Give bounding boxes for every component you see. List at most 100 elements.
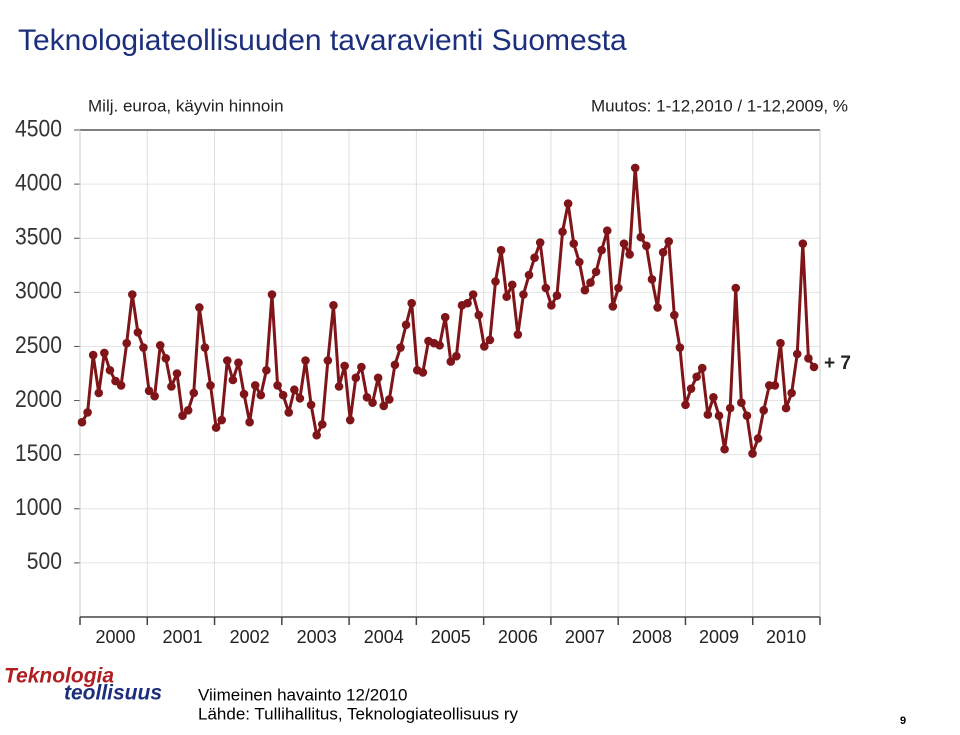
data-point	[535, 238, 545, 247]
data-point	[658, 247, 668, 257]
data-point	[770, 381, 780, 390]
x-tick-label: 2009	[699, 627, 739, 647]
x-tick-label: 2008	[632, 627, 672, 647]
data-point	[541, 283, 551, 293]
data-point	[513, 330, 523, 339]
y-tick-label: 3000	[15, 277, 62, 304]
data-point	[357, 362, 366, 372]
data-point	[709, 393, 718, 402]
chart-title: Teknologiateollisuuden tavaravienti Suom…	[18, 24, 627, 57]
data-point	[161, 354, 171, 363]
data-point	[211, 423, 221, 432]
data-point	[217, 415, 226, 425]
data-point	[362, 393, 372, 402]
data-point	[222, 356, 232, 365]
data-point	[725, 403, 735, 413]
data-point	[468, 290, 478, 299]
data-point	[446, 357, 456, 366]
data-point	[798, 239, 808, 248]
data-point	[681, 400, 690, 410]
data-point	[619, 239, 629, 248]
data-point	[195, 303, 204, 312]
y-tick-label: 1000	[15, 494, 62, 521]
data-point	[306, 400, 316, 410]
x-tick-label: 2000	[96, 627, 136, 647]
data-point	[334, 382, 344, 391]
data-point	[256, 390, 266, 400]
data-point	[144, 386, 154, 396]
data-point	[122, 338, 132, 348]
data-point	[155, 341, 165, 350]
data-point	[519, 290, 528, 299]
data-point	[150, 391, 159, 401]
data-point	[653, 303, 662, 312]
data-point	[239, 389, 249, 399]
data-point	[602, 226, 612, 235]
data-point	[748, 449, 757, 458]
y-tick-label: 4000	[15, 169, 62, 196]
data-point	[396, 343, 405, 352]
data-point	[552, 291, 562, 300]
data-point	[485, 335, 495, 345]
data-point	[167, 382, 176, 391]
data-point	[586, 278, 595, 287]
change-label: Muutos: 1-12,2010 / 1-12,2009, %	[591, 96, 848, 115]
data-point	[524, 270, 534, 280]
data-point	[172, 369, 182, 378]
y-tick-label: 2000	[15, 386, 62, 413]
data-point	[345, 415, 355, 425]
data-point	[737, 398, 746, 408]
data-point	[647, 275, 657, 284]
y-tick-label: 2500	[15, 332, 62, 359]
data-point	[329, 301, 338, 310]
data-point	[312, 430, 321, 440]
x-tick-label: 2010	[766, 627, 806, 647]
x-tick-label: 2004	[364, 627, 404, 647]
data-point	[692, 372, 701, 382]
data-point	[787, 388, 796, 398]
footer-source: Lähde: Tullihallitus, Teknologiateollisu…	[198, 704, 519, 723]
data-point	[697, 363, 707, 373]
page-number: 9	[900, 715, 906, 727]
data-point	[323, 356, 333, 365]
data-point	[474, 310, 484, 320]
data-point	[183, 405, 193, 415]
x-tick-label: 2007	[565, 627, 605, 647]
data-point	[250, 381, 260, 390]
data-point	[116, 381, 126, 390]
x-tick-label: 2005	[431, 627, 471, 647]
annotation: + 7	[824, 353, 851, 374]
data-point	[759, 405, 769, 415]
data-point	[385, 395, 394, 404]
data-point	[245, 417, 254, 427]
data-point	[664, 237, 674, 246]
data-point	[675, 343, 685, 352]
data-point	[642, 241, 651, 251]
data-point	[496, 245, 506, 255]
data-point	[390, 360, 400, 370]
data-point	[563, 199, 573, 208]
data-point	[753, 434, 763, 443]
data-point	[373, 373, 383, 383]
data-point	[301, 356, 310, 365]
data-point	[714, 411, 724, 421]
data-point	[77, 417, 87, 427]
x-tick-label: 2006	[498, 627, 538, 647]
data-point	[597, 245, 606, 255]
x-tick-label: 2001	[163, 627, 203, 647]
data-point	[368, 398, 377, 408]
data-point	[480, 342, 489, 351]
logo-line1: Teknologia	[4, 665, 114, 688]
data-point	[83, 408, 92, 417]
data-point	[127, 290, 137, 299]
data-point	[401, 320, 411, 330]
data-point	[776, 338, 785, 348]
subtitle: Milj. euroa, käyvin hinnoin	[88, 96, 284, 115]
data-point	[670, 310, 679, 320]
y-tick-label: 1500	[15, 440, 62, 467]
data-point	[781, 403, 791, 413]
data-point	[189, 388, 199, 398]
data-point	[105, 365, 115, 375]
